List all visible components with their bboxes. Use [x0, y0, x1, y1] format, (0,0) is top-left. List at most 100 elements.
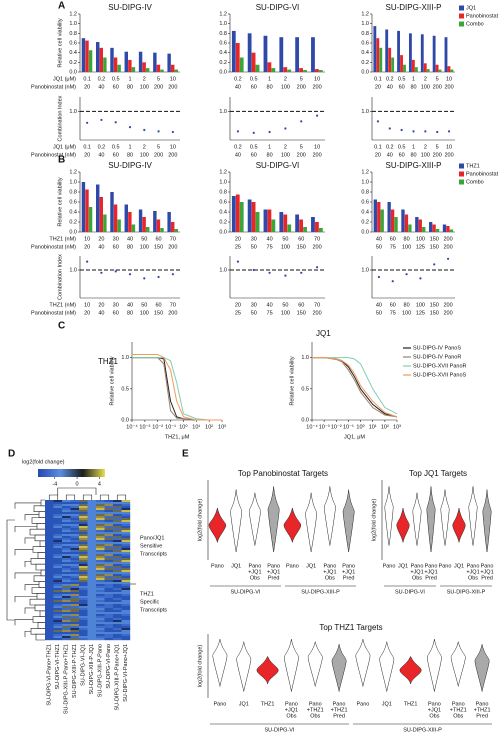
group-label: SU-DIPG-VI: [231, 589, 261, 595]
x-tick-label: 50: [282, 302, 288, 308]
x-tick-label: 0.2: [98, 76, 106, 82]
heatmap-cell: [62, 626, 71, 629]
x-tick-label: 100: [416, 236, 425, 242]
bar: [96, 42, 100, 72]
heatmap-cell: [79, 568, 88, 571]
dendrogram: [116, 494, 127, 500]
bar: [142, 62, 146, 72]
point: [86, 260, 89, 263]
dendrogram: [40, 499, 45, 507]
heatmap-cell: [96, 604, 105, 607]
heatmap-cell: [62, 566, 71, 569]
heatmap-cell: [113, 604, 122, 607]
heatmap-cell: [121, 580, 131, 583]
heatmap-cell: [62, 510, 71, 513]
heatmap-cell: [87, 620, 97, 623]
y-tick-label: 0.0: [361, 229, 369, 235]
heatmap-cell: [62, 594, 71, 597]
x-tick-label: 80: [267, 84, 273, 90]
x-tick-label: 80: [410, 84, 416, 90]
heatmap-cell: [96, 634, 105, 637]
heatmap-cell: [70, 540, 80, 543]
x-tick-label: +THZ1: [450, 707, 467, 713]
heatmap-cell: [79, 560, 88, 563]
heatmap-cell: [96, 590, 105, 593]
heatmap-cell: [45, 576, 54, 579]
y-tick-label: 0.0: [69, 69, 77, 75]
y-tick-label: 0.4: [219, 50, 227, 56]
heatmap-cell: [45, 554, 54, 557]
x-tick-label: 75: [267, 244, 273, 250]
heatmap-cell: [96, 520, 105, 523]
y-tick-label: 0.4: [69, 209, 77, 215]
y-tick-label: 1.2: [69, 11, 77, 17]
heatmap-cell: [104, 592, 114, 595]
heatmap-cell: [104, 628, 114, 631]
dendrogram: [14, 525, 37, 533]
y-tick-label: 0.2: [361, 60, 369, 66]
heatmap-cell: [96, 572, 105, 575]
bar: [263, 35, 268, 72]
heatmap-cell: [113, 588, 122, 591]
y-tick-label: 0.6: [361, 40, 369, 46]
x-tick-label: 10⁻²: [331, 424, 342, 430]
heatmap-cell: [62, 526, 71, 529]
bar: [117, 64, 121, 72]
colorbar-tick-label: 0: [76, 481, 79, 487]
x-tick-label: 1: [412, 144, 415, 150]
bar: [397, 30, 400, 73]
heatmap-cell: [104, 576, 114, 579]
x-tick-label: +THZ1: [474, 707, 491, 713]
x-tick-label: 20: [84, 244, 90, 250]
heatmap-cell: [113, 566, 122, 569]
x-tick-label: 60: [298, 236, 304, 242]
heatmap-cell: [53, 626, 63, 629]
bar: [103, 214, 107, 232]
column-label: SU-DIPG-VI-THZ1: [55, 644, 61, 690]
heatmap-cell: [113, 632, 122, 635]
chart-title: THZ1: [98, 357, 119, 366]
heatmap-cell: [104, 540, 114, 543]
x-tick-label: Pano: [211, 563, 224, 569]
heatmap-cell: [104, 524, 114, 527]
x-tick-label: 5: [157, 76, 160, 82]
x-tick-label: 80: [410, 152, 416, 158]
violin: [248, 492, 261, 546]
point: [436, 130, 439, 134]
heatmap-cell: [121, 572, 131, 575]
column-label: SU-DIPG-XIII-P-THZ1: [72, 644, 78, 698]
heatmap-cell: [62, 542, 71, 545]
heatmap-cell: [121, 562, 131, 565]
x-tick-label: 40: [376, 302, 382, 308]
dendrogram: [32, 616, 45, 623]
dendrogram: [34, 604, 45, 612]
heatmap-cell: [87, 612, 97, 615]
heatmap-cell: [87, 628, 97, 631]
point: [391, 280, 394, 283]
x-tick-label: 100: [281, 84, 290, 90]
x-tick-label: THZ1: [404, 701, 418, 707]
chart-title: SU-DIPG-XIII-P: [385, 3, 441, 12]
heatmap-cell: [53, 570, 63, 573]
x-tick-label: 10³: [218, 424, 226, 430]
heatmap-cell: [70, 558, 80, 561]
heatmap-cell: [79, 578, 88, 581]
heatmap-cell: [96, 546, 105, 549]
heatmap-cell: [53, 616, 63, 619]
heatmap-cell: [113, 526, 122, 529]
x-tick-label: 200: [168, 244, 177, 250]
column-label: SU-DIPG-VI-JQ1: [81, 644, 87, 686]
heatmap-cell: [45, 552, 54, 555]
heatmap-cell: [121, 582, 131, 585]
x-tick-label: 40: [127, 236, 133, 242]
heatmap-cell: [121, 592, 131, 595]
heatmap-cell: [62, 634, 71, 637]
point: [447, 130, 451, 133]
bar: [171, 222, 175, 232]
x-tick-label: 150: [430, 244, 439, 250]
bar: [287, 224, 292, 232]
heatmap-cell: [113, 540, 122, 543]
x-tick-label: 200: [312, 244, 321, 250]
x-tick-label: 5: [436, 76, 439, 82]
heatmap-cell: [96, 512, 105, 515]
